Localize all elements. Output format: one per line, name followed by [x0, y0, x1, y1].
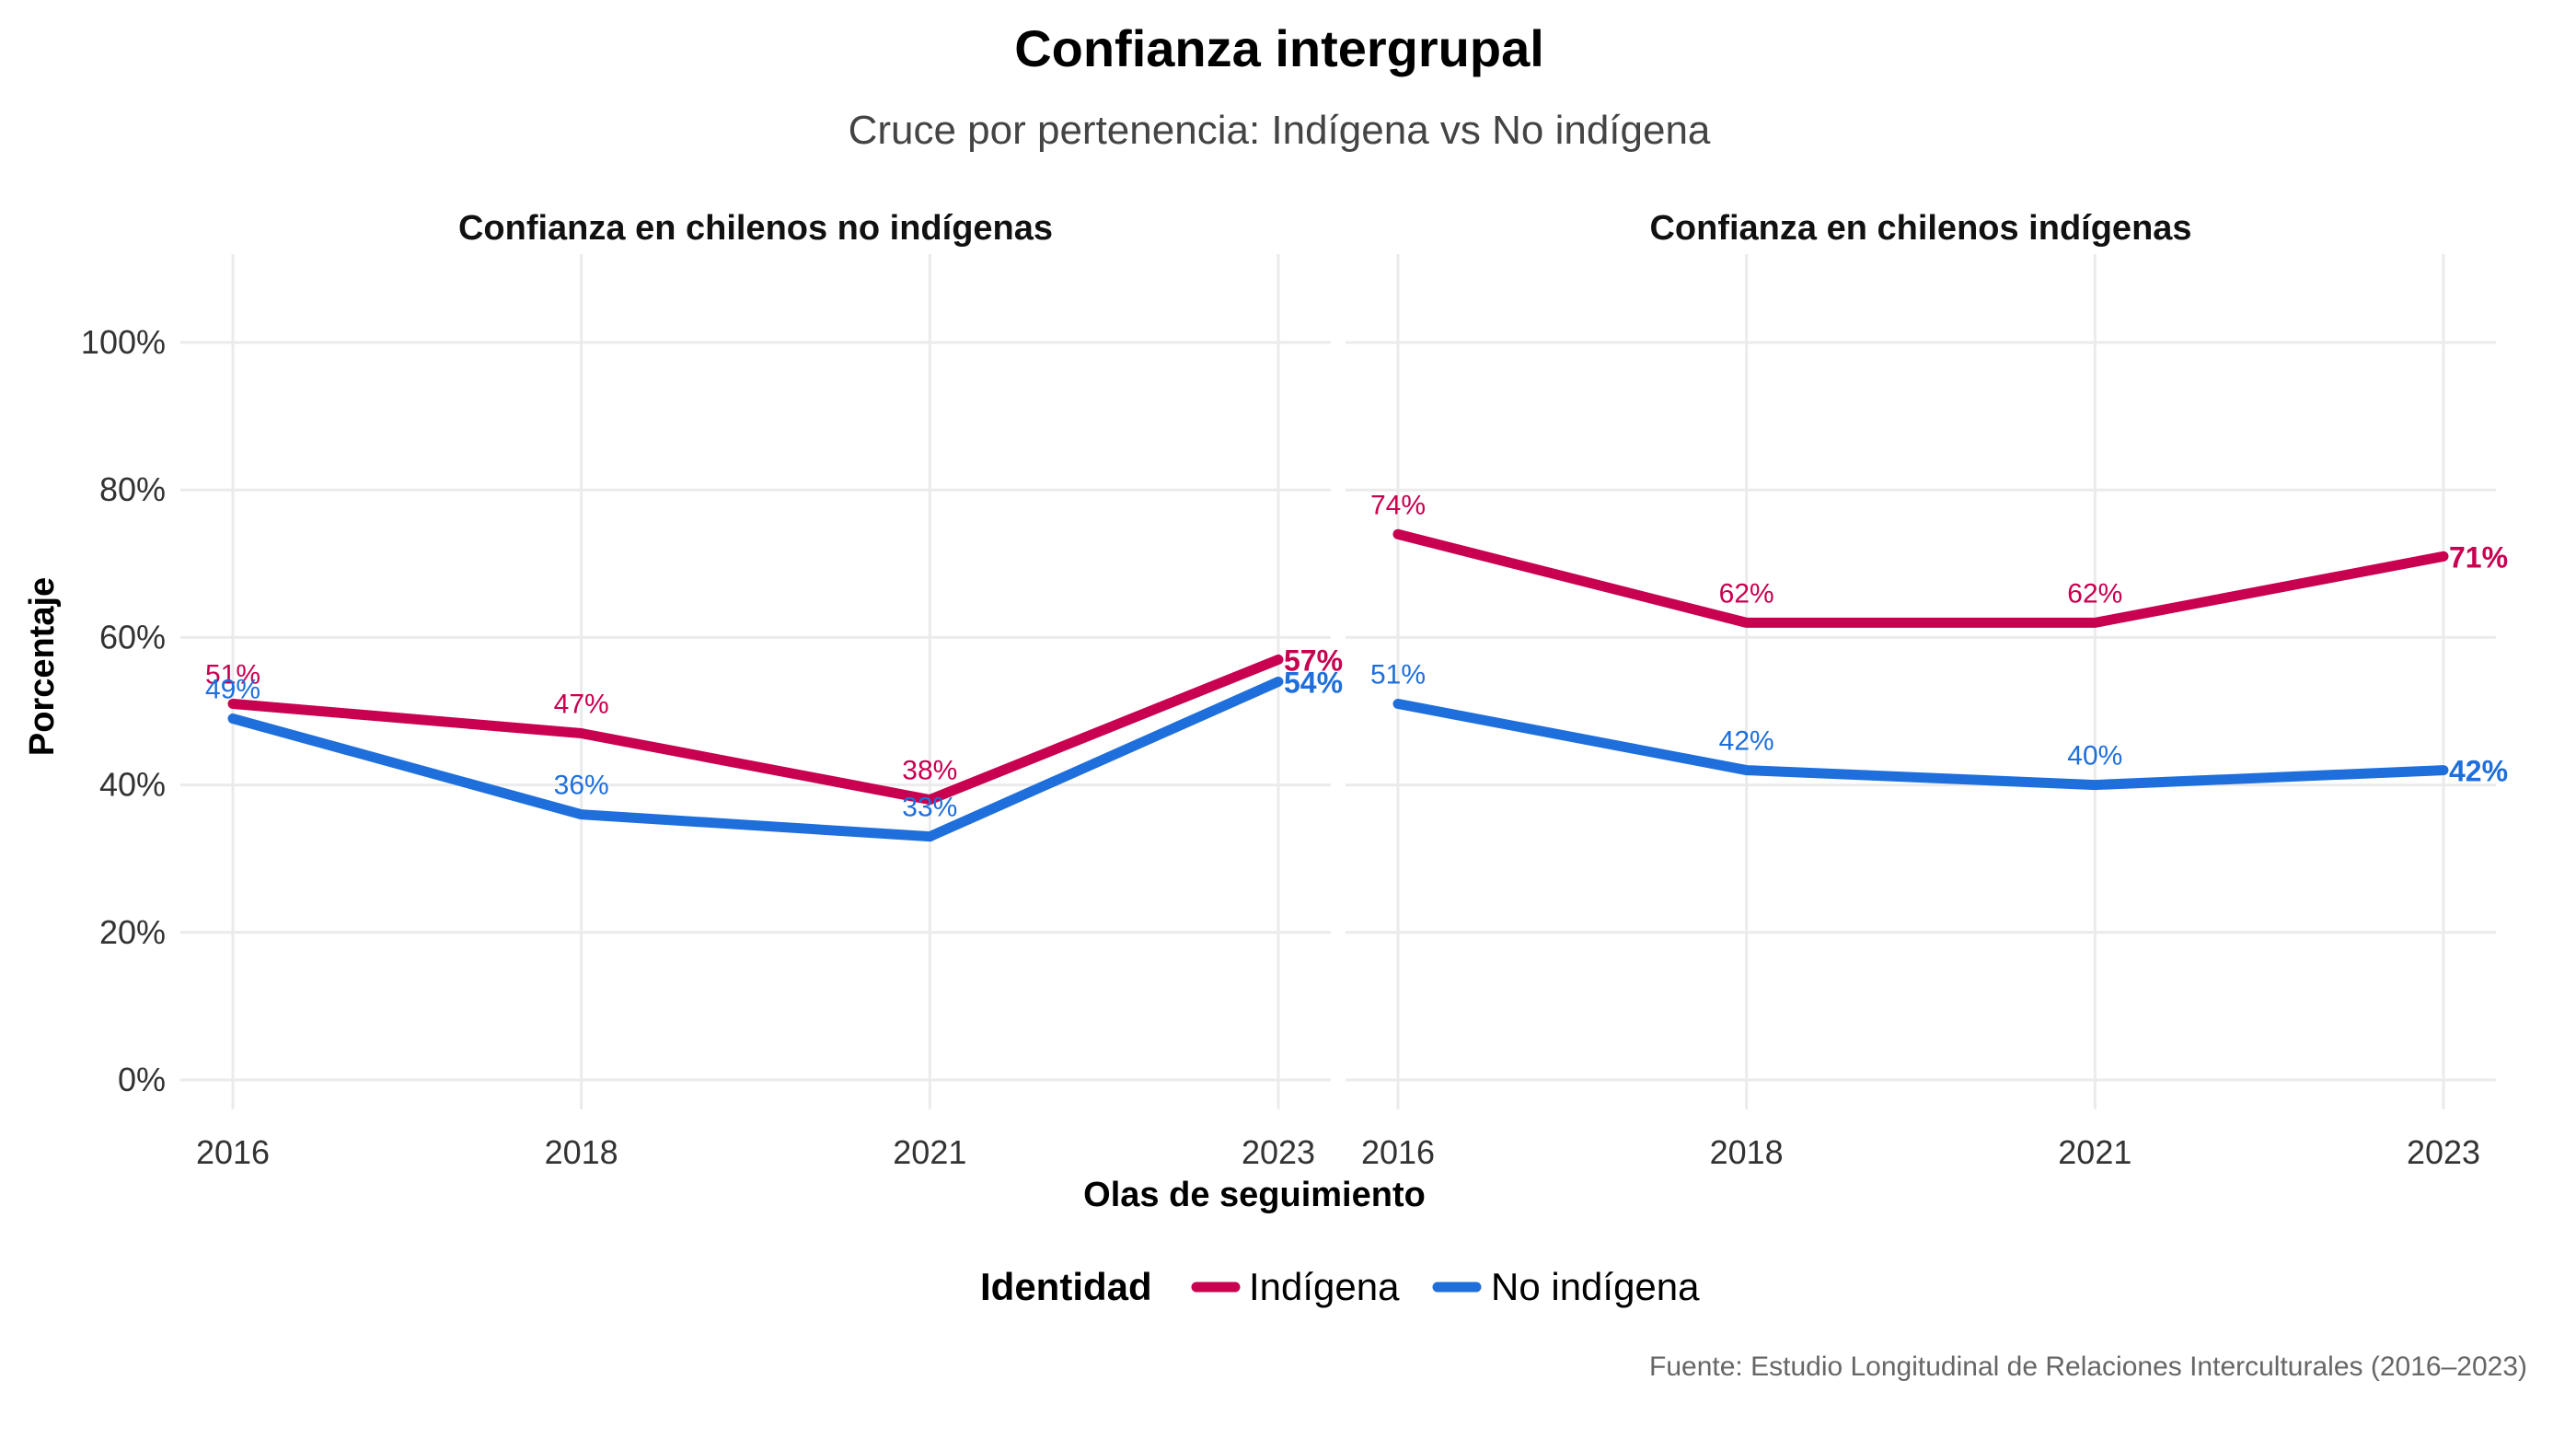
data-label: 33% — [902, 793, 957, 823]
x-tick-label: 2023 — [2407, 1133, 2480, 1171]
data-label: 47% — [554, 690, 609, 720]
x-tick-label: 2016 — [1361, 1133, 1435, 1171]
y-tick-label: 80% — [99, 470, 166, 508]
y-tick-label: 100% — [81, 323, 166, 361]
y-tick-label: 20% — [99, 913, 166, 951]
series-line-indigena — [1392, 528, 2449, 628]
legend-label-no-indigena: No indígena — [1491, 1265, 1700, 1308]
x-axis-title: Olas de seguimiento — [1083, 1176, 1426, 1214]
legend: Identidad Indígena No indígena — [980, 1265, 1700, 1308]
data-label: 51% — [205, 659, 260, 690]
x-tick-label: 2023 — [1242, 1133, 1315, 1171]
data-label: 42% — [1719, 726, 1774, 757]
data-label: 38% — [902, 756, 957, 786]
y-tick-label: 0% — [118, 1061, 166, 1098]
series-line-no-indigena — [227, 676, 1284, 842]
data-label: 49% — [205, 675, 260, 705]
facet-title: Confianza en chilenos indígenas — [1649, 209, 2191, 248]
y-axis-title: Porcentaje — [23, 577, 62, 756]
data-label: 71% — [2449, 540, 2508, 574]
facet-panel-no-indigenas: Confianza en chilenos no indígenas 2016 20… — [180, 209, 1343, 1171]
data-label: 62% — [2067, 578, 2122, 609]
x-tick-label: 2021 — [893, 1133, 966, 1171]
x-tick-label: 2018 — [545, 1133, 618, 1171]
y-tick-label: 60% — [99, 618, 166, 655]
data-label: 57% — [1284, 644, 1343, 677]
data-label: 51% — [1370, 659, 1426, 690]
series-line-no-indigena — [1392, 698, 2449, 791]
legend-title: Identidad — [980, 1265, 1152, 1308]
chart-title: Confianza intergrupal — [1014, 19, 1544, 77]
x-tick-label: 2016 — [196, 1133, 270, 1171]
data-label: 42% — [2449, 755, 2508, 788]
chart-subtitle: Cruce por pertenencia: Indígena vs No in… — [849, 108, 1711, 153]
y-axis: 0% 20% 40% 60% 80% 100% — [81, 323, 166, 1098]
x-tick-label: 2018 — [1710, 1133, 1784, 1171]
source-caption: Fuente: Estudio Longitudinal de Relacion… — [1649, 1351, 2527, 1382]
data-label: 54% — [1284, 666, 1343, 699]
data-label: 74% — [1370, 490, 1426, 520]
x-tick-label: 2021 — [2058, 1133, 2131, 1171]
facet-title: Confianza en chilenos no indígenas — [458, 209, 1053, 248]
data-label: 36% — [554, 771, 609, 801]
series-line-indigena — [227, 654, 1284, 806]
data-label: 40% — [2067, 741, 2122, 771]
data-label: 62% — [1719, 578, 1774, 609]
legend-label-indigena: Indígena — [1249, 1265, 1400, 1308]
facet-panel-indigenas: Confianza en chilenos indígenas 2016 2018 2… — [1346, 209, 2508, 1171]
y-tick-label: 40% — [99, 766, 166, 804]
